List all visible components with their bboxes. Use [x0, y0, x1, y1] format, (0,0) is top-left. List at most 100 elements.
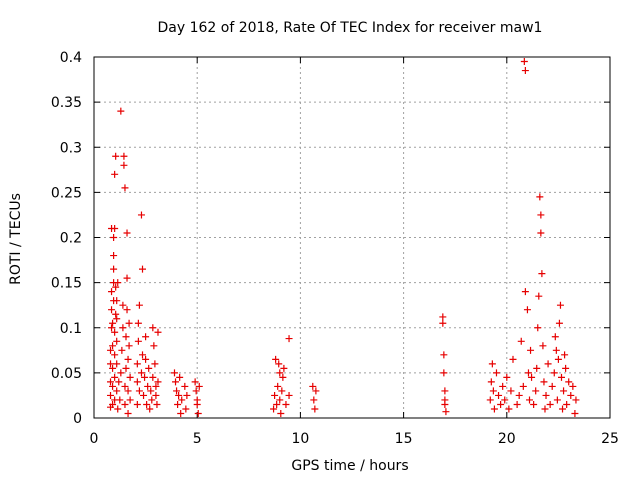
data-point	[143, 400, 151, 408]
data-point	[272, 355, 280, 363]
data-point	[553, 396, 561, 404]
data-point	[133, 360, 141, 368]
y-axis-label: ROTI / TECUs	[8, 193, 24, 285]
data-point	[501, 396, 509, 404]
data-point	[148, 396, 156, 404]
data-point	[569, 382, 577, 390]
data-point	[112, 283, 120, 291]
data-point	[439, 313, 447, 321]
data-point	[539, 342, 547, 350]
data-point	[520, 58, 528, 66]
y-tick-label: 0.3	[60, 140, 82, 156]
data-point	[439, 319, 447, 327]
data-point	[556, 301, 564, 309]
data-point	[123, 229, 131, 237]
data-point	[270, 405, 278, 413]
data-point	[113, 315, 121, 323]
data-point	[275, 360, 283, 368]
data-point	[140, 391, 148, 399]
data-point	[117, 107, 125, 115]
data-point	[193, 396, 201, 404]
data-point	[182, 405, 190, 413]
data-point	[521, 288, 529, 296]
y-tick-label: 0.35	[51, 95, 82, 111]
data-point	[122, 333, 130, 341]
data-point	[555, 319, 563, 327]
data-point	[557, 373, 565, 381]
data-point	[309, 382, 317, 390]
data-point	[526, 396, 534, 404]
data-point	[108, 306, 116, 314]
data-point	[567, 391, 575, 399]
data-point	[537, 229, 545, 237]
data-point	[534, 324, 542, 332]
axis-ticks: 0 5 10 15 20 25 0 0.05 0.1 0.15 0.2 0.25 0.3 0.35 0.4	[51, 50, 619, 447]
data-point	[503, 373, 511, 381]
data-point	[488, 360, 496, 368]
data-point	[152, 391, 160, 399]
y-tick-label: 0.1	[60, 321, 82, 337]
data-point	[311, 405, 319, 413]
data-point	[495, 391, 503, 399]
data-point	[540, 378, 548, 386]
y-tick-label: 0.2	[60, 231, 82, 247]
data-point	[509, 355, 517, 363]
x-tick-label: 10	[291, 431, 309, 447]
data-point	[109, 342, 117, 350]
data-point	[194, 409, 202, 417]
data-point	[537, 211, 545, 219]
data-point	[523, 306, 531, 314]
data-point	[486, 396, 494, 404]
data-point	[487, 378, 495, 386]
data-point	[120, 161, 128, 169]
data-point	[552, 346, 560, 354]
data-point	[134, 337, 142, 345]
data-point	[117, 369, 125, 377]
data-point	[499, 382, 507, 390]
data-point	[121, 400, 129, 408]
data-point	[561, 351, 569, 359]
data-point	[146, 405, 154, 413]
data-point	[277, 409, 285, 417]
data-point	[135, 301, 143, 309]
data-point	[139, 265, 147, 273]
data-point	[550, 369, 558, 377]
data-point	[137, 369, 145, 377]
data-point	[285, 335, 293, 343]
y-tick-label: 0.05	[51, 366, 82, 382]
data-point	[113, 297, 121, 305]
data-point	[276, 369, 284, 377]
data-point	[116, 396, 124, 404]
data-point	[154, 328, 162, 336]
data-point	[150, 342, 158, 350]
data-point	[113, 360, 121, 368]
data-point	[125, 319, 133, 327]
data-point	[111, 170, 119, 178]
data-point	[279, 373, 287, 381]
data-point	[515, 391, 523, 399]
data-point	[442, 408, 450, 416]
data-point	[572, 396, 580, 404]
data-point	[533, 364, 541, 372]
data-point	[489, 387, 497, 395]
data-point	[111, 328, 119, 336]
data-point	[285, 391, 293, 399]
data-point	[120, 152, 128, 160]
data-point	[107, 346, 115, 354]
data-point	[137, 211, 145, 219]
data-point	[175, 391, 183, 399]
data-point	[554, 355, 562, 363]
data-point	[559, 405, 567, 413]
data-point	[528, 373, 536, 381]
data-point	[112, 310, 120, 318]
data-point	[192, 387, 200, 395]
data-point	[147, 387, 155, 395]
data-point	[126, 373, 134, 381]
data-point	[110, 252, 118, 260]
data-point	[109, 319, 117, 327]
data-point	[274, 382, 282, 390]
data-point	[497, 400, 505, 408]
data-point	[149, 324, 157, 332]
data-point	[124, 387, 132, 395]
